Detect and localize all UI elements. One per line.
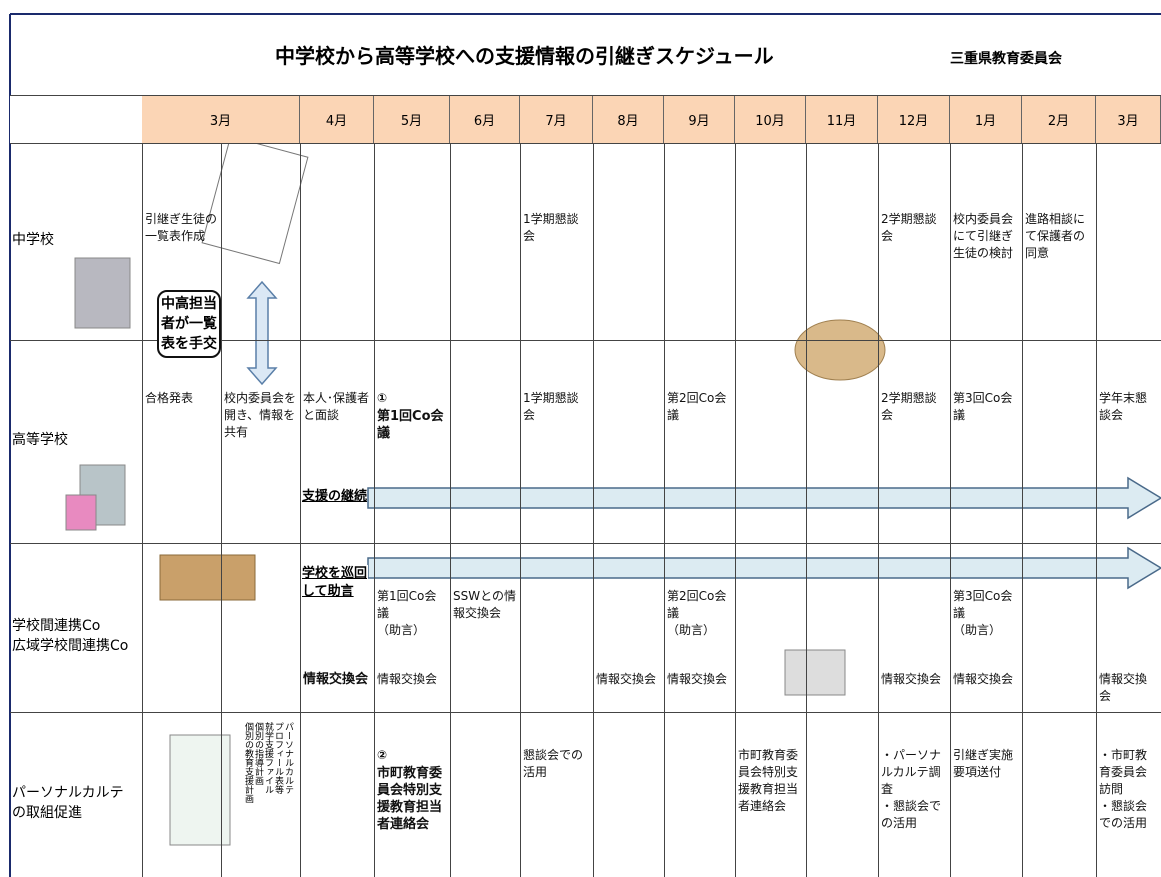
cell-text: 校内委員会を開き、情報を共有 <box>224 391 297 439</box>
cell-text: 市町教育委員会特別支援教育担当者連絡会 <box>377 766 443 832</box>
binder-label: プロフィール表等 <box>273 722 283 794</box>
cell-text: 1学期懇談会 <box>523 212 579 243</box>
cell-text-lower: 情報交換会 <box>596 672 657 686</box>
rule <box>806 143 807 877</box>
binder-label: 就学支援ファイル <box>263 722 273 794</box>
cell-text-lower: 情報交換会 <box>881 672 942 686</box>
rule <box>142 143 143 877</box>
rule <box>10 143 1161 144</box>
rule <box>1096 143 1097 877</box>
cell-text: 校内委員会にて引継ぎ生徒の検討 <box>953 212 1014 260</box>
cell-text-lower: 情報交換会 <box>303 672 369 687</box>
binder-label: パーソナルカルテ <box>283 722 293 794</box>
row-label: 高等学校 <box>12 431 68 448</box>
header-blank <box>10 95 142 143</box>
month-header: 9月 <box>664 95 735 143</box>
cell-text: 2学期懇談会 <box>881 391 937 422</box>
cell-text: 市町教育委員会特別支援教育担当者連絡会 <box>738 748 799 813</box>
cell-text: 引継ぎ実施要項送付 <box>953 748 1014 779</box>
cell-text: 学年末懇談会 <box>1099 391 1148 422</box>
rule <box>450 143 451 877</box>
cell-text: 第1回Co会議 （助言） <box>377 589 437 637</box>
cell-text: 第2回Co会議 <box>667 391 727 422</box>
callout: 中高担当者が一覧表を手交 <box>157 290 221 358</box>
cell-text: 第3回Co会議 <box>953 391 1013 422</box>
cell-text: 1学期懇談会 <box>523 391 579 422</box>
cell-text: 本人･保護者と面談 <box>303 391 370 422</box>
rule <box>10 340 1161 341</box>
cell-text: 2学期懇談会 <box>881 212 937 243</box>
publisher: 三重県教育委員会 <box>950 51 1062 67</box>
rule <box>735 143 736 877</box>
month-header: 3月 <box>1096 95 1161 143</box>
month-header: 4月 <box>300 95 374 143</box>
row-label: 学校間連携Co 広域学校間連携Co <box>12 617 129 654</box>
rule <box>520 143 521 877</box>
cell-text: 第3回Co会議 （助言） <box>953 589 1013 637</box>
cell-text: 第2回Co会議 （助言） <box>667 589 727 637</box>
title: 中学校から高等学校への支援情報の引継ぎスケジュール <box>275 44 774 68</box>
rule <box>10 543 1161 544</box>
row-label: パーソナルカルテ の取組促進 <box>12 784 124 821</box>
arrow-label: 支援の継続 <box>302 488 368 506</box>
rule <box>593 143 594 877</box>
month-header: 1月 <box>950 95 1022 143</box>
rule <box>300 143 301 877</box>
cell-text: ・市町教育委員会訪問 ・懇談会での活用 <box>1099 748 1148 830</box>
rule <box>950 143 951 877</box>
cell-text: 引継ぎ生徒の一覧表作成 <box>145 212 218 243</box>
binder-label: 個別の指導計画 <box>253 722 263 785</box>
rule <box>878 143 879 877</box>
cell-text: ・パーソナルカルテ調査 ・懇談会での活用 <box>881 748 942 830</box>
rule <box>374 143 375 877</box>
month-header: 11月 <box>806 95 878 143</box>
month-header: 8月 <box>593 95 664 143</box>
arrow-label: 学校を巡回して助言 <box>302 565 368 601</box>
month-header: 3月 <box>142 95 300 143</box>
rule <box>664 143 665 877</box>
rule <box>10 712 1161 713</box>
circled-number: ① <box>377 391 388 405</box>
cell-text: 第1回Co会議 <box>377 409 444 441</box>
row-label: 中学校 <box>12 231 54 248</box>
cell-text-lower: 情報交換会 <box>667 672 728 686</box>
month-header: 5月 <box>374 95 450 143</box>
month-header: 10月 <box>735 95 806 143</box>
cell-text: 進路相談にて保護者の同意 <box>1025 212 1086 260</box>
rule <box>221 143 222 877</box>
cell-text-lower: 情報交換会 <box>1099 672 1148 703</box>
cell-text: 懇談会での活用 <box>523 748 584 779</box>
cell-text: SSWとの情報交換会 <box>453 589 516 620</box>
month-header: 7月 <box>520 95 593 143</box>
cell-text-lower: 情報交換会 <box>377 672 438 686</box>
month-header: 12月 <box>878 95 950 143</box>
month-header: 6月 <box>450 95 520 143</box>
cell-text: 合格発表 <box>145 391 194 405</box>
rule <box>10 95 1161 96</box>
cell-text-lower: 情報交換会 <box>953 672 1014 686</box>
binder-label: 個別の教育支援計画 <box>243 722 253 803</box>
circled-number: ② <box>377 748 388 762</box>
month-header: 2月 <box>1022 95 1096 143</box>
rule <box>1022 143 1023 877</box>
